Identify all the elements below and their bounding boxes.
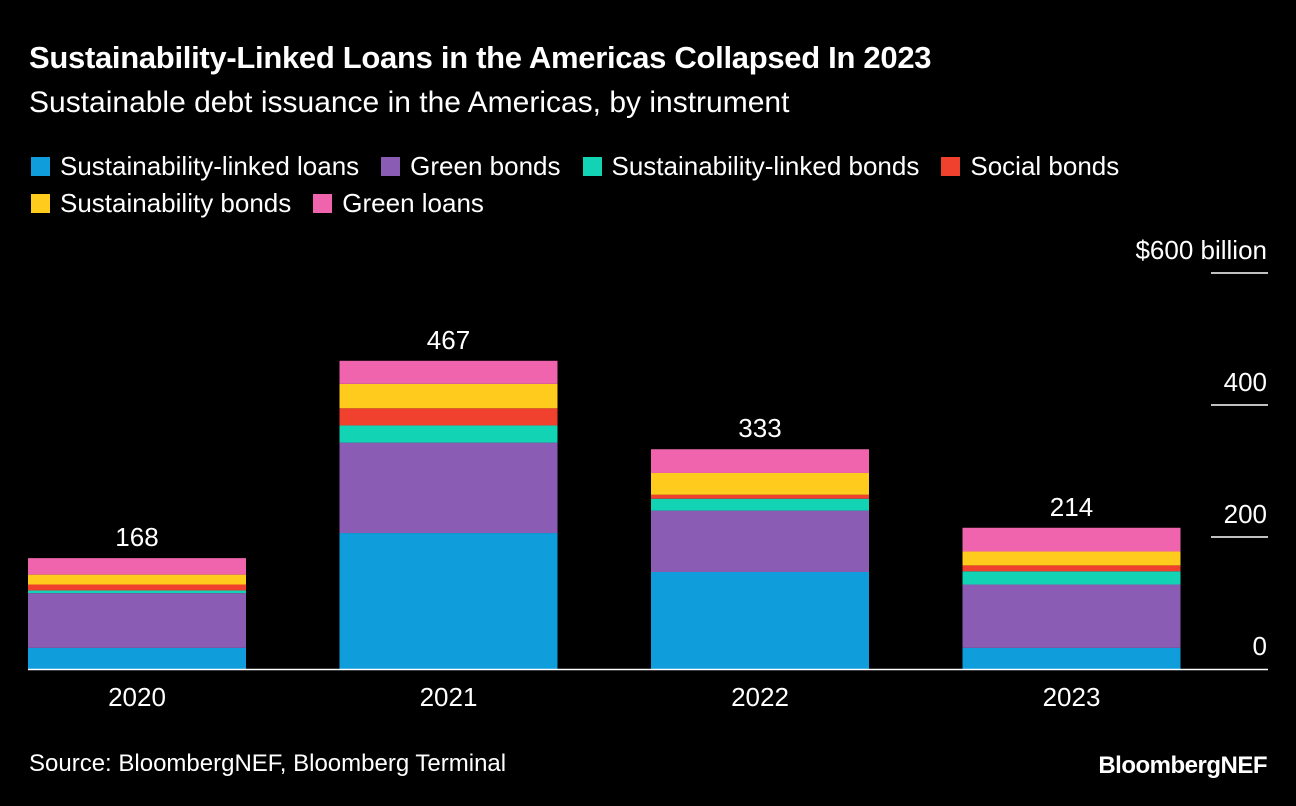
y-tick-label: 0 xyxy=(1253,631,1267,661)
total-label-2021: 467 xyxy=(427,325,470,355)
legend-item-sustainability-bonds: Sustainability bonds xyxy=(31,188,291,219)
bar-segment-green-loans-2022 xyxy=(651,449,869,473)
x-tick-label-2020: 2020 xyxy=(108,682,166,712)
bar-segment-sustainability-linked-loans-2023 xyxy=(962,647,1181,669)
total-label-2023: 214 xyxy=(1050,492,1093,522)
bar-segment-social-bonds-2021 xyxy=(339,408,558,426)
bar-segment-sustainability-linked-bonds-2021 xyxy=(339,425,558,443)
bar-segment-green-loans-2023 xyxy=(962,527,1181,552)
bar-segment-sustainability-linked-bonds-2023 xyxy=(962,571,1181,585)
legend-item-sustainability-linked-loans: Sustainability-linked loans xyxy=(31,151,359,182)
legend-label: Sustainability-linked loans xyxy=(60,151,360,181)
legend-item-social-bonds: Social bonds xyxy=(941,151,1119,182)
source-note: Source: BloombergNEF, Bloomberg Terminal xyxy=(29,750,507,777)
bar-segment-sustainability-bonds-2020 xyxy=(28,574,246,585)
brand-logo: BloombergNEF xyxy=(1098,752,1267,779)
bar-segment-green-bonds-2023 xyxy=(962,584,1181,648)
y-tick-label: 200 xyxy=(1224,499,1267,529)
legend-swatch xyxy=(941,157,961,176)
bar-segment-sustainability-bonds-2021 xyxy=(339,383,558,409)
y-tick-label: $600 billion xyxy=(1135,235,1267,265)
legend-item-green-loans: Green loans xyxy=(313,188,484,219)
legend-row: Sustainability bonds Green loans xyxy=(31,185,1271,222)
y-tick-label: 400 xyxy=(1224,367,1267,397)
legend-row: Sustainability-linked loans Green bonds … xyxy=(31,148,1271,185)
total-label-2022: 333 xyxy=(738,413,781,443)
bar-segment-green-bonds-2021 xyxy=(339,442,558,534)
chart-legend: Sustainability-linked loans Green bonds … xyxy=(31,148,1271,222)
total-label-2020: 168 xyxy=(115,522,158,552)
legend-label: Sustainability bonds xyxy=(60,188,292,218)
legend-label: Green loans xyxy=(342,188,484,218)
bar-segment-social-bonds-2023 xyxy=(962,565,1181,572)
legend-swatch xyxy=(31,194,50,213)
bar-segment-green-bonds-2020 xyxy=(28,593,246,648)
x-tick-label-2022: 2022 xyxy=(731,682,789,712)
bar-segment-sustainability-linked-bonds-2020 xyxy=(28,590,246,594)
legend-swatch xyxy=(381,157,401,176)
bar-segment-green-loans-2021 xyxy=(339,360,558,384)
legend-label: Social bonds xyxy=(970,151,1120,181)
legend-swatch xyxy=(313,194,333,213)
chart-subtitle: Sustainable debt issuance in the America… xyxy=(29,86,790,119)
chart-title: Sustainability-Linked Loans in the Ameri… xyxy=(29,40,932,75)
bar-segment-sustainability-linked-loans-2021 xyxy=(339,533,558,669)
bar-segment-sustainability-linked-loans-2020 xyxy=(28,647,246,669)
x-tick-label-2023: 2023 xyxy=(1043,682,1101,712)
legend-swatch xyxy=(31,157,50,176)
legend-item-sustainability-linked-bonds: Sustainability-linked bonds xyxy=(582,151,920,182)
bar-segment-social-bonds-2020 xyxy=(28,584,246,591)
bar-segment-sustainability-linked-bonds-2022 xyxy=(651,498,869,511)
bar-segment-sustainability-linked-loans-2022 xyxy=(651,571,869,669)
x-tick-label-2021: 2021 xyxy=(420,682,478,712)
bar-segment-green-bonds-2022 xyxy=(651,510,869,572)
bar-segment-sustainability-bonds-2022 xyxy=(651,472,869,495)
bar-segment-green-loans-2020 xyxy=(28,558,246,575)
legend-label: Sustainability-linked bonds xyxy=(611,151,920,181)
bar-segment-social-bonds-2022 xyxy=(651,494,869,499)
legend-item-green-bonds: Green bonds xyxy=(381,151,561,182)
bar-segment-sustainability-bonds-2023 xyxy=(962,551,1181,566)
legend-label: Green bonds xyxy=(410,151,561,181)
legend-swatch xyxy=(582,157,602,176)
